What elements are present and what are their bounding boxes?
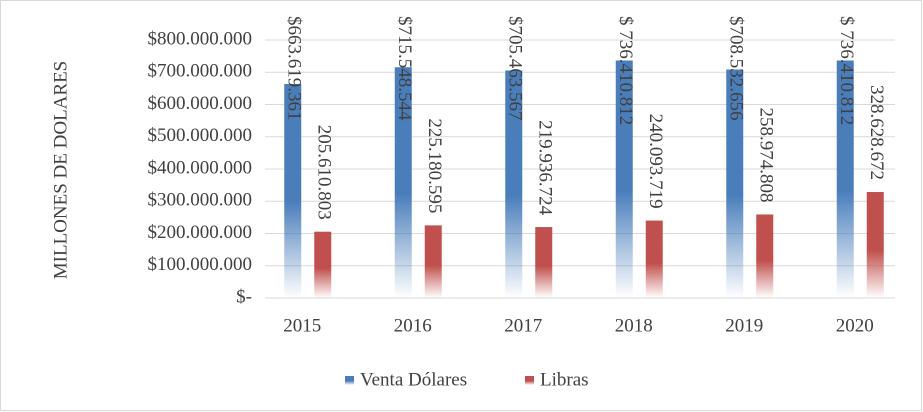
y-tick-label: $700.000.000 [148,61,253,82]
y-tick-label: $300.000.000 [148,190,253,211]
data-label: $705.463.567 [504,16,525,121]
y-tick-label: $100.000.000 [148,254,253,275]
x-tick-label: 2019 [725,315,763,336]
data-label: $708.532.656 [725,16,746,121]
x-tick-label: 2020 [836,315,874,336]
x-tick-label: 2016 [394,315,432,336]
data-label: $ 736.410.812 [615,16,636,125]
bar [866,192,884,298]
data-label: $ 736.410.812 [836,16,857,125]
x-tick-label: 2015 [283,315,321,336]
data-label: 205.610.803 [313,125,334,220]
bar [535,227,553,298]
bar [394,67,412,298]
y-axis-label: MILLONES DE DOLARES [50,61,71,280]
bar [505,70,523,298]
y-tick-label: $200.000.000 [148,222,253,243]
y-tick-label: $500.000.000 [148,125,253,146]
bar [645,220,663,298]
legend-swatch [345,376,354,385]
data-label: 225.180.595 [424,118,445,213]
data-label: 328.628.672 [866,85,887,180]
bar [284,83,302,298]
bar [756,214,774,298]
data-label: $715.548.544 [394,16,415,121]
bar [726,69,744,298]
data-label: $663.619.361 [283,16,304,121]
bar [314,231,332,298]
data-label: 258.974.808 [755,107,776,202]
bar [424,225,442,298]
data-label: 219.936.724 [534,120,555,216]
x-tick-label: 2017 [504,315,542,336]
y-tick-label: $400.000.000 [148,157,253,178]
x-tick-label: 2018 [615,315,653,336]
bar [836,60,854,299]
y-tick-label: $600.000.000 [148,93,253,114]
y-tick-label: $- [236,286,252,307]
legend-label: Libras [540,369,589,390]
legend-swatch [525,376,534,385]
y-tick-label: $800.000.000 [148,28,253,49]
legend-label: Venta Dólares [360,369,467,390]
data-label: 240.093.719 [645,114,666,209]
bar [615,60,633,299]
